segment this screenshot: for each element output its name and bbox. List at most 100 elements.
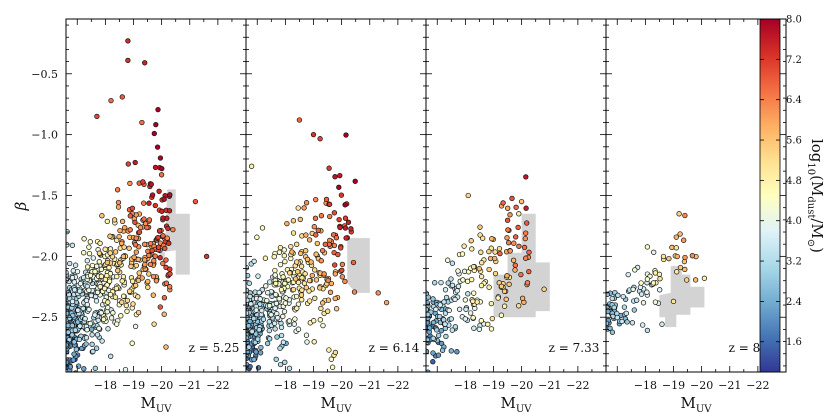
data-point [73, 346, 79, 352]
data-point [257, 350, 264, 356]
x-axis-title: MUV [680, 394, 712, 413]
data-point [339, 261, 346, 268]
data-point [119, 94, 125, 100]
data-point [513, 234, 519, 240]
data-point [137, 224, 144, 231]
data-point [122, 366, 129, 372]
data-point [89, 262, 96, 269]
data-point [66, 291, 72, 298]
data-point [107, 250, 113, 256]
x-tick-label: −22 [746, 379, 769, 392]
data-point [455, 268, 461, 274]
data-point [312, 295, 318, 301]
data-point [318, 213, 325, 219]
data-point [126, 245, 132, 251]
data-point [625, 271, 631, 278]
data-point [383, 299, 390, 306]
colorbar-tick-label: 3.2 [786, 257, 802, 268]
data-point [682, 266, 688, 273]
data-point [86, 244, 92, 250]
data-point [448, 316, 454, 322]
data-point [92, 312, 98, 318]
data-point [146, 252, 152, 259]
data-point [674, 253, 680, 260]
data-point [157, 304, 163, 310]
data-point [86, 250, 93, 257]
data-point [441, 317, 447, 323]
data-point [486, 266, 492, 273]
data-point [259, 225, 266, 231]
redshift-label: z = 7.33 [549, 341, 600, 355]
data-point [115, 199, 122, 206]
data-point [495, 295, 501, 301]
data-point [133, 249, 139, 255]
data-point [516, 303, 522, 309]
data-point [332, 349, 339, 356]
data-point [277, 244, 284, 251]
data-point [246, 297, 250, 303]
data-point [141, 216, 147, 222]
data-point [248, 163, 255, 169]
data-point [66, 315, 73, 321]
data-point [434, 327, 440, 333]
data-point [127, 213, 133, 219]
data-point [155, 244, 162, 250]
data-point [84, 301, 90, 308]
data-point [304, 256, 311, 263]
data-point [148, 181, 154, 187]
data-point [108, 97, 114, 104]
panel-3: −18 −19 −20 −21 −22 MUV z = 7.33 [425, 18, 607, 413]
data-point [246, 315, 250, 321]
data-point [272, 326, 278, 332]
data-point [326, 347, 332, 353]
data-point [159, 208, 165, 214]
x-tick-label: −20 [510, 379, 533, 392]
data-point [87, 320, 93, 327]
data-point [351, 289, 358, 295]
data-point [114, 321, 120, 327]
data-point [108, 353, 114, 359]
data-point [375, 290, 381, 296]
data-point [159, 165, 165, 172]
y-tick-label: −1.5 [31, 190, 58, 203]
data-point [306, 277, 313, 284]
data-point [133, 235, 139, 241]
data-point [430, 319, 437, 326]
data-point [291, 321, 297, 327]
data-point [135, 256, 141, 263]
data-point [152, 202, 158, 209]
y-tick-label: −2.5 [31, 311, 58, 324]
data-point [162, 245, 168, 252]
data-point [151, 258, 157, 264]
data-point [72, 327, 78, 333]
data-point [518, 198, 525, 205]
data-point [125, 38, 131, 44]
data-point [512, 267, 518, 273]
data-point [278, 332, 285, 339]
x-tick-label: −19 [482, 379, 505, 392]
data-point [114, 187, 121, 193]
data-point [167, 266, 173, 272]
data-point [271, 320, 278, 326]
data-point [96, 325, 102, 332]
x-axis-title: MUV [320, 394, 352, 413]
data-point [276, 296, 282, 302]
data-point [150, 273, 157, 280]
data-point [281, 308, 288, 315]
data-point [107, 233, 113, 239]
data-point [452, 324, 458, 330]
data-point [87, 239, 93, 245]
data-point [441, 299, 447, 305]
data-point [462, 297, 468, 303]
data-point [284, 220, 290, 227]
data-point [251, 258, 257, 264]
data-point [445, 257, 451, 263]
data-point [492, 270, 499, 277]
data-point [448, 348, 454, 354]
data-point [155, 234, 161, 241]
data-point [94, 263, 100, 269]
data-point [131, 254, 137, 260]
data-point [477, 224, 483, 230]
data-point [486, 248, 492, 255]
plot-area [66, 38, 210, 372]
